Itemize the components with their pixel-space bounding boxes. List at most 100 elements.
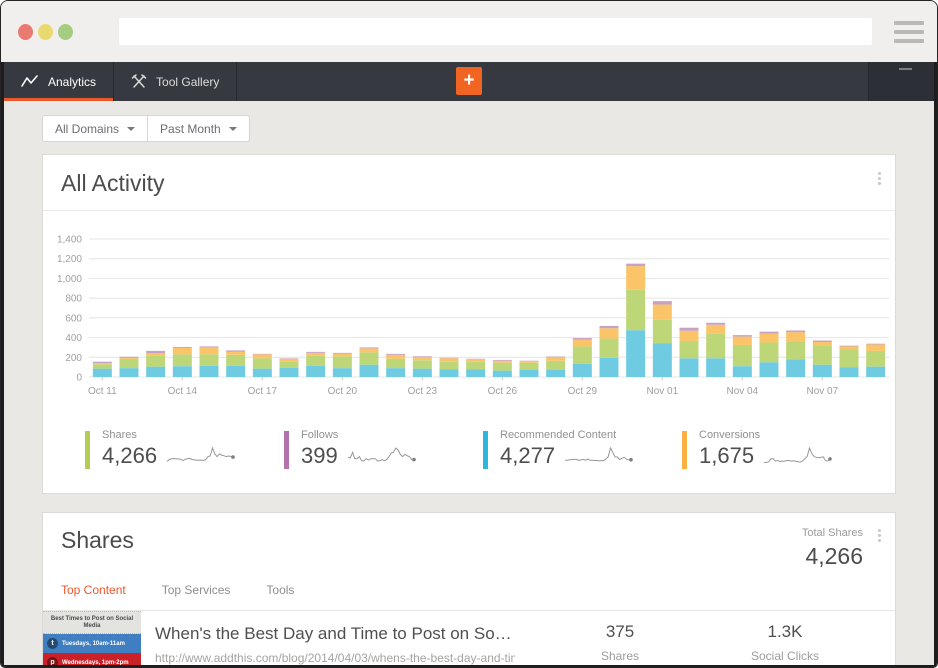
browser-titlebar: [1, 1, 937, 62]
dashboard-content: All Domains Past Month All Activity 0 200…: [4, 101, 934, 666]
kebab-menu-icon[interactable]: [876, 527, 883, 546]
minimize-window-button[interactable]: [38, 24, 53, 40]
line-chart-icon: [21, 75, 39, 88]
content-url: http://www.addthis.com/blog/2014/04/03/w…: [155, 651, 515, 665]
svg-text:Oct 26: Oct 26: [488, 386, 518, 397]
thumbnail-row-text: Wednesdays, 1pm-2pm: [62, 659, 129, 666]
svg-text:400: 400: [65, 333, 82, 344]
svg-text:Nov 01: Nov 01: [646, 386, 678, 397]
svg-text:200: 200: [65, 353, 82, 364]
shares-header: Shares Total Shares 4,266: [43, 513, 895, 570]
svg-text:Nov 04: Nov 04: [726, 386, 758, 397]
shares-metric-label: Shares: [600, 649, 640, 663]
shares-metric-value: 375: [605, 622, 635, 641]
legend-swatch-conversions: [682, 431, 687, 469]
zoom-window-button[interactable]: [58, 24, 73, 40]
filter-bar: All Domains Past Month: [42, 115, 250, 142]
activity-stacked-bar-chart[interactable]: 0 200 400 600 800 1,000 1,200 1,400 Oct 11 Oct 14…: [43, 225, 895, 419]
legend-swatch-follows: [284, 431, 289, 469]
kebab-menu-icon[interactable]: [876, 170, 883, 189]
total-shares-label: Total Shares: [801, 527, 863, 539]
svg-text:1,000: 1,000: [57, 274, 82, 285]
chevron-down-icon: [228, 126, 237, 131]
svg-text:Oct 29: Oct 29: [568, 386, 598, 397]
legend-value-recommended-content: 4,277: [500, 443, 556, 468]
all-activity-card: All Activity 0 200 400 600 800 1,000 1,200 1,40…: [42, 154, 896, 494]
url-bar[interactable]: [119, 18, 872, 45]
sparkline-shares: [165, 443, 239, 467]
period-filter-label: Past Month: [160, 121, 221, 136]
legend-swatch-recommended-content: [483, 431, 488, 469]
domain-filter-label: All Domains: [55, 121, 120, 136]
svg-text:0: 0: [76, 373, 82, 384]
sparkline-follows: [346, 443, 420, 467]
svg-text:1,200: 1,200: [57, 254, 82, 265]
legend-item-recommended-content[interactable]: Recommended Content 4,277: [483, 429, 682, 469]
thumbnail-row-twitter: t Tuesdays, 10am-11am: [43, 634, 141, 654]
svg-text:Nov 07: Nov 07: [806, 386, 838, 397]
svg-text:Oct 17: Oct 17: [248, 386, 278, 397]
activity-chart-wrap: 0 200 400 600 800 1,000 1,200 1,400 Oct 11 Oct 14…: [43, 211, 895, 419]
svg-text:Oct 11: Oct 11: [88, 386, 117, 397]
svg-text:1,400: 1,400: [57, 235, 82, 246]
svg-text:Oct 14: Oct 14: [168, 386, 198, 397]
minimize-dash-icon[interactable]: [899, 68, 912, 70]
svg-text:Oct 23: Oct 23: [408, 386, 438, 397]
content-title-link[interactable]: When's the Best Day and Time to Post on …: [155, 624, 515, 643]
navbar-right-panel: [868, 62, 934, 101]
tools-icon: [131, 74, 147, 89]
total-shares-block: Total Shares 4,266: [802, 527, 877, 570]
pinterest-icon: p: [47, 657, 58, 665]
content-thumbnail[interactable]: Best Times to Post on Social Media t Tues…: [43, 611, 141, 666]
tab-top-services[interactable]: Top Services: [161, 583, 231, 597]
all-activity-header: All Activity: [43, 155, 895, 211]
chart-legend: Shares 4,266 Follows 399 Recommended Content…: [43, 419, 895, 493]
tab-tool-gallery-label: Tool Gallery: [156, 74, 220, 89]
legend-label-shares: Shares: [102, 429, 137, 441]
content-info: When's the Best Day and Time to Post on …: [141, 611, 515, 665]
svg-text:600: 600: [65, 313, 82, 324]
social-clicks-value: 1.3K: [767, 622, 803, 641]
svg-text:800: 800: [65, 294, 82, 305]
legend-swatch-shares: [85, 431, 90, 469]
tab-tool-gallery[interactable]: Tool Gallery: [114, 62, 238, 101]
tab-analytics-label: Analytics: [48, 74, 97, 89]
total-shares-value: 4,266: [805, 543, 863, 569]
legend-item-follows[interactable]: Follows 399: [284, 429, 483, 469]
shares-title: Shares: [61, 527, 134, 553]
tab-top-content[interactable]: Top Content: [61, 583, 126, 597]
window-controls: [18, 24, 73, 40]
app-frame: Analytics Tool Gallery +: [1, 62, 937, 667]
tab-tools[interactable]: Tools: [266, 583, 295, 597]
sparkline-conversions: [762, 443, 836, 467]
close-window-button[interactable]: [18, 24, 33, 40]
tab-analytics[interactable]: Analytics: [4, 62, 115, 101]
thumbnail-row-pinterest: p Wednesdays, 1pm-2pm: [43, 653, 141, 666]
chevron-down-icon: [127, 126, 136, 131]
legend-value-conversions: 1,675: [699, 443, 755, 468]
period-filter-dropdown[interactable]: Past Month: [147, 115, 250, 142]
thumbnail-row-text: Tuesdays, 10am-11am: [62, 640, 125, 647]
legend-value-shares: 4,266: [102, 443, 158, 468]
sparkline-recommended-content: [563, 443, 637, 467]
legend-label-recommended-content: Recommended Content: [500, 429, 617, 441]
legend-item-conversions[interactable]: Conversions 1,675: [682, 429, 881, 469]
top-navbar: Analytics Tool Gallery +: [4, 62, 934, 101]
domain-filter-dropdown[interactable]: All Domains: [42, 115, 149, 142]
thumbnail-heading: Best Times to Post on Social Media: [43, 611, 141, 635]
twitter-icon: t: [47, 638, 58, 650]
hamburger-menu-icon[interactable]: [894, 21, 924, 48]
legend-value-follows: 399: [301, 443, 338, 468]
legend-item-shares[interactable]: Shares 4,266: [85, 429, 284, 469]
legend-label-follows: Follows: [301, 429, 339, 441]
svg-text:Oct 20: Oct 20: [328, 386, 358, 397]
all-activity-title: All Activity: [61, 170, 165, 196]
social-clicks-metric: 1.3K Social Clicks: [685, 611, 885, 665]
top-content-row: Best Times to Post on Social Media t Tues…: [43, 611, 895, 666]
add-tool-button[interactable]: +: [456, 67, 482, 95]
social-clicks-label: Social Clicks: [750, 649, 819, 663]
legend-label-conversions: Conversions: [699, 429, 761, 441]
shares-metric: 375 Shares: [555, 611, 685, 665]
shares-card: Shares Total Shares 4,266 Top Content To…: [42, 512, 896, 666]
